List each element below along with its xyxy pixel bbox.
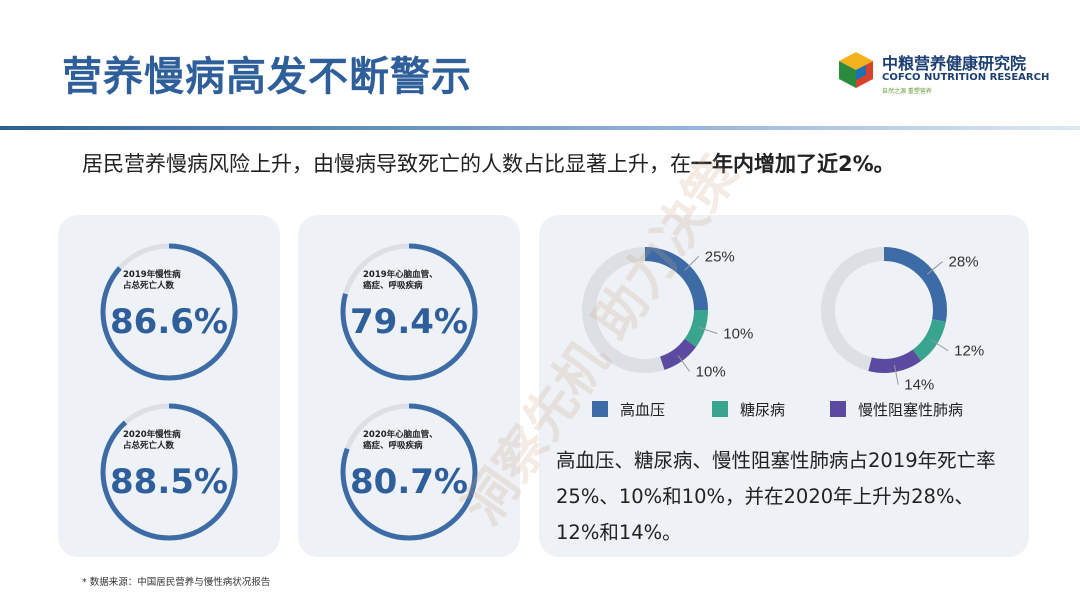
- legend-swatch: [712, 401, 728, 417]
- lead-text: 居民营养慢病风险上升，由慢病导致死亡的人数占比显著上升，在: [82, 152, 691, 176]
- ring-value: 86.6%: [110, 302, 228, 342]
- legend-label: 糖尿病: [740, 401, 786, 419]
- logo-cube-icon: [839, 52, 873, 88]
- progress-ring: [100, 243, 238, 381]
- ring-label: 2020年心脑血管、 癌症、呼吸疾病: [363, 430, 438, 451]
- legend-swatch: [830, 401, 846, 417]
- slice-value-label: 28%: [949, 254, 979, 271]
- slice-value-label: 10%: [723, 325, 753, 342]
- slice-leader-line: [677, 355, 691, 372]
- panel-chronic: [58, 215, 280, 557]
- donut-slice-3: [659, 338, 696, 370]
- progress-ring: [340, 243, 478, 381]
- donut-slice-1: [644, 247, 708, 311]
- donut-2019: 25% 10% 10%: [582, 247, 753, 380]
- progress-ring-arc: [100, 243, 238, 381]
- chart-description: 高血压、糖尿病、慢性阻塞性肺病占2019年死亡率25%、10%和10%，并在20…: [556, 449, 996, 544]
- page-title: 营养慢病高发不断警示: [62, 54, 472, 100]
- slice-leader-line: [894, 364, 899, 385]
- lead-sentence: 居民营养慢病风险上升，由慢病导致死亡的人数占比显著上升，在一年内增加了近2%。: [82, 148, 895, 178]
- header-divider: [0, 126, 1080, 130]
- legend-item: 慢性阻塞性肺病: [830, 399, 963, 420]
- logo-name-en: COFCO NUTRITION RESEARCH: [882, 72, 1050, 83]
- slice-leader-line: [931, 339, 949, 352]
- donut-chart: 25% 10% 10% 28% 12% 14%: [582, 247, 984, 394]
- lead-highlight: 一年内增加了近2%。: [691, 152, 895, 176]
- ring-card: 2020年慢性病 占总死亡人数 88.5%: [99, 402, 239, 542]
- legend-item: 高血压: [592, 399, 665, 420]
- progress-ring: [340, 403, 478, 541]
- slice-value-label: 14%: [904, 377, 934, 394]
- ring-value: 79.4%: [350, 302, 468, 342]
- data-source-note: * 数据来源：中国居民营养与慢性病状况报告: [82, 577, 271, 588]
- slice-value-label: 25%: [705, 248, 735, 265]
- logo-name-cn: 中粮营养健康研究院: [882, 54, 1027, 73]
- panel-donuts: [539, 215, 1029, 557]
- slice-value-label: 10%: [696, 363, 726, 380]
- legend-item: 糖尿病: [712, 399, 785, 420]
- ring-value: 80.7%: [350, 462, 468, 502]
- legend-swatch: [592, 401, 608, 417]
- ring-card: 2020年心脑血管、 癌症、呼吸疾病 80.7%: [339, 402, 479, 542]
- progress-ring-arc: [100, 403, 238, 541]
- panel-cardio: [298, 215, 520, 557]
- progress-ring-arc: [340, 403, 478, 541]
- donut-slice-3: [868, 349, 922, 373]
- ring-value: 88.5%: [110, 462, 228, 502]
- progress-ring: [100, 403, 238, 541]
- donut-2020: 28% 12% 14%: [821, 247, 984, 394]
- logo-slogan: 自然之源 重塑营养: [882, 88, 932, 95]
- slice-value-label: 12%: [954, 343, 984, 360]
- donut-slice-2: [912, 318, 946, 361]
- ring-card: 2019年心脑血管、 癌症、呼吸疾病 79.4%: [339, 242, 479, 382]
- progress-ring-arc: [340, 243, 478, 381]
- donut-slice-1: [883, 247, 947, 322]
- slice-leader-line: [698, 326, 718, 334]
- legend-label: 高血压: [620, 401, 666, 419]
- slice-leader-line: [926, 261, 943, 275]
- legend-label: 慢性阻塞性肺病: [858, 401, 964, 419]
- ring-label: 2019年心脑血管、 癌症、呼吸疾病: [363, 270, 438, 291]
- ring-card: 2019年慢性病 占总死亡人数 86.6%: [99, 242, 239, 382]
- slice-leader-line: [684, 255, 700, 271]
- ring-label: 2020年慢性病 占总死亡人数: [123, 430, 181, 451]
- logo: 中粮营养健康研究院 COFCO NUTRITION RESEARCH 自然之源 …: [836, 46, 1066, 106]
- donut-slice-2: [684, 309, 708, 348]
- ring-label: 2019年慢性病 占总死亡人数: [123, 270, 181, 291]
